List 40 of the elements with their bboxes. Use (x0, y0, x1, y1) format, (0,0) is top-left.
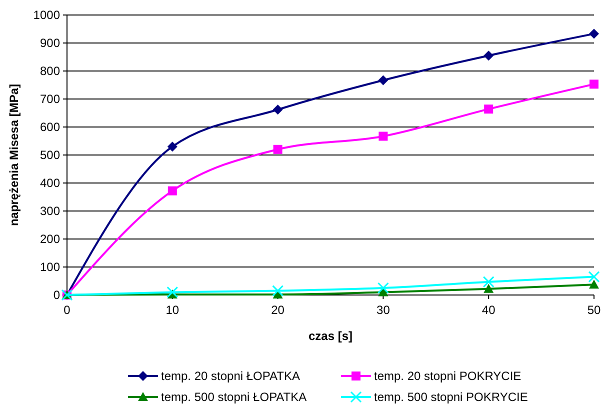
y-tick-label: 0 (53, 288, 60, 302)
y-tick-label: 1000 (33, 8, 60, 22)
point (168, 186, 177, 196)
point (589, 28, 599, 39)
x-tick-label: 40 (482, 303, 496, 317)
point (378, 75, 388, 86)
y-tick-label: 200 (40, 232, 60, 246)
y-tick-label: 700 (40, 92, 60, 106)
point (482, 276, 494, 288)
x-tick-label: 20 (271, 303, 285, 317)
legend-label: temp. 20 stopni POKRYCIE (374, 369, 522, 384)
y-tick-label: 400 (40, 176, 60, 190)
x-tick-label: 50 (587, 303, 601, 317)
y-tick-label: 500 (40, 148, 60, 162)
y-tick-label: 800 (40, 64, 60, 78)
point (273, 144, 282, 154)
y-axis-title: naprężenia Misesa [MPa] (7, 84, 21, 226)
point (484, 104, 494, 114)
x-tick-label: 0 (64, 303, 71, 317)
point (588, 271, 600, 283)
point (166, 286, 178, 298)
point (377, 282, 389, 294)
y-tick-label: 300 (40, 204, 60, 218)
x-tick-label: 30 (376, 303, 390, 317)
x-axis-title: czas [s] (308, 329, 353, 343)
legend-label: temp. 500 stopni POKRYCIE (374, 390, 528, 404)
point (590, 80, 598, 89)
legend-label: temp. 500 stopni ŁOPATKA (161, 390, 307, 404)
point (484, 284, 494, 293)
y-tick-label: 900 (40, 36, 60, 50)
point (484, 50, 494, 61)
point (378, 132, 388, 141)
legend-label: temp. 20 stopni ŁOPATKA (161, 369, 300, 384)
y-tick-label: 600 (40, 120, 60, 134)
point (272, 285, 284, 297)
point (589, 280, 599, 289)
x-tick-label: 10 (166, 303, 180, 317)
y-tick-label: 100 (40, 260, 60, 274)
point (167, 142, 178, 152)
point (272, 104, 283, 115)
